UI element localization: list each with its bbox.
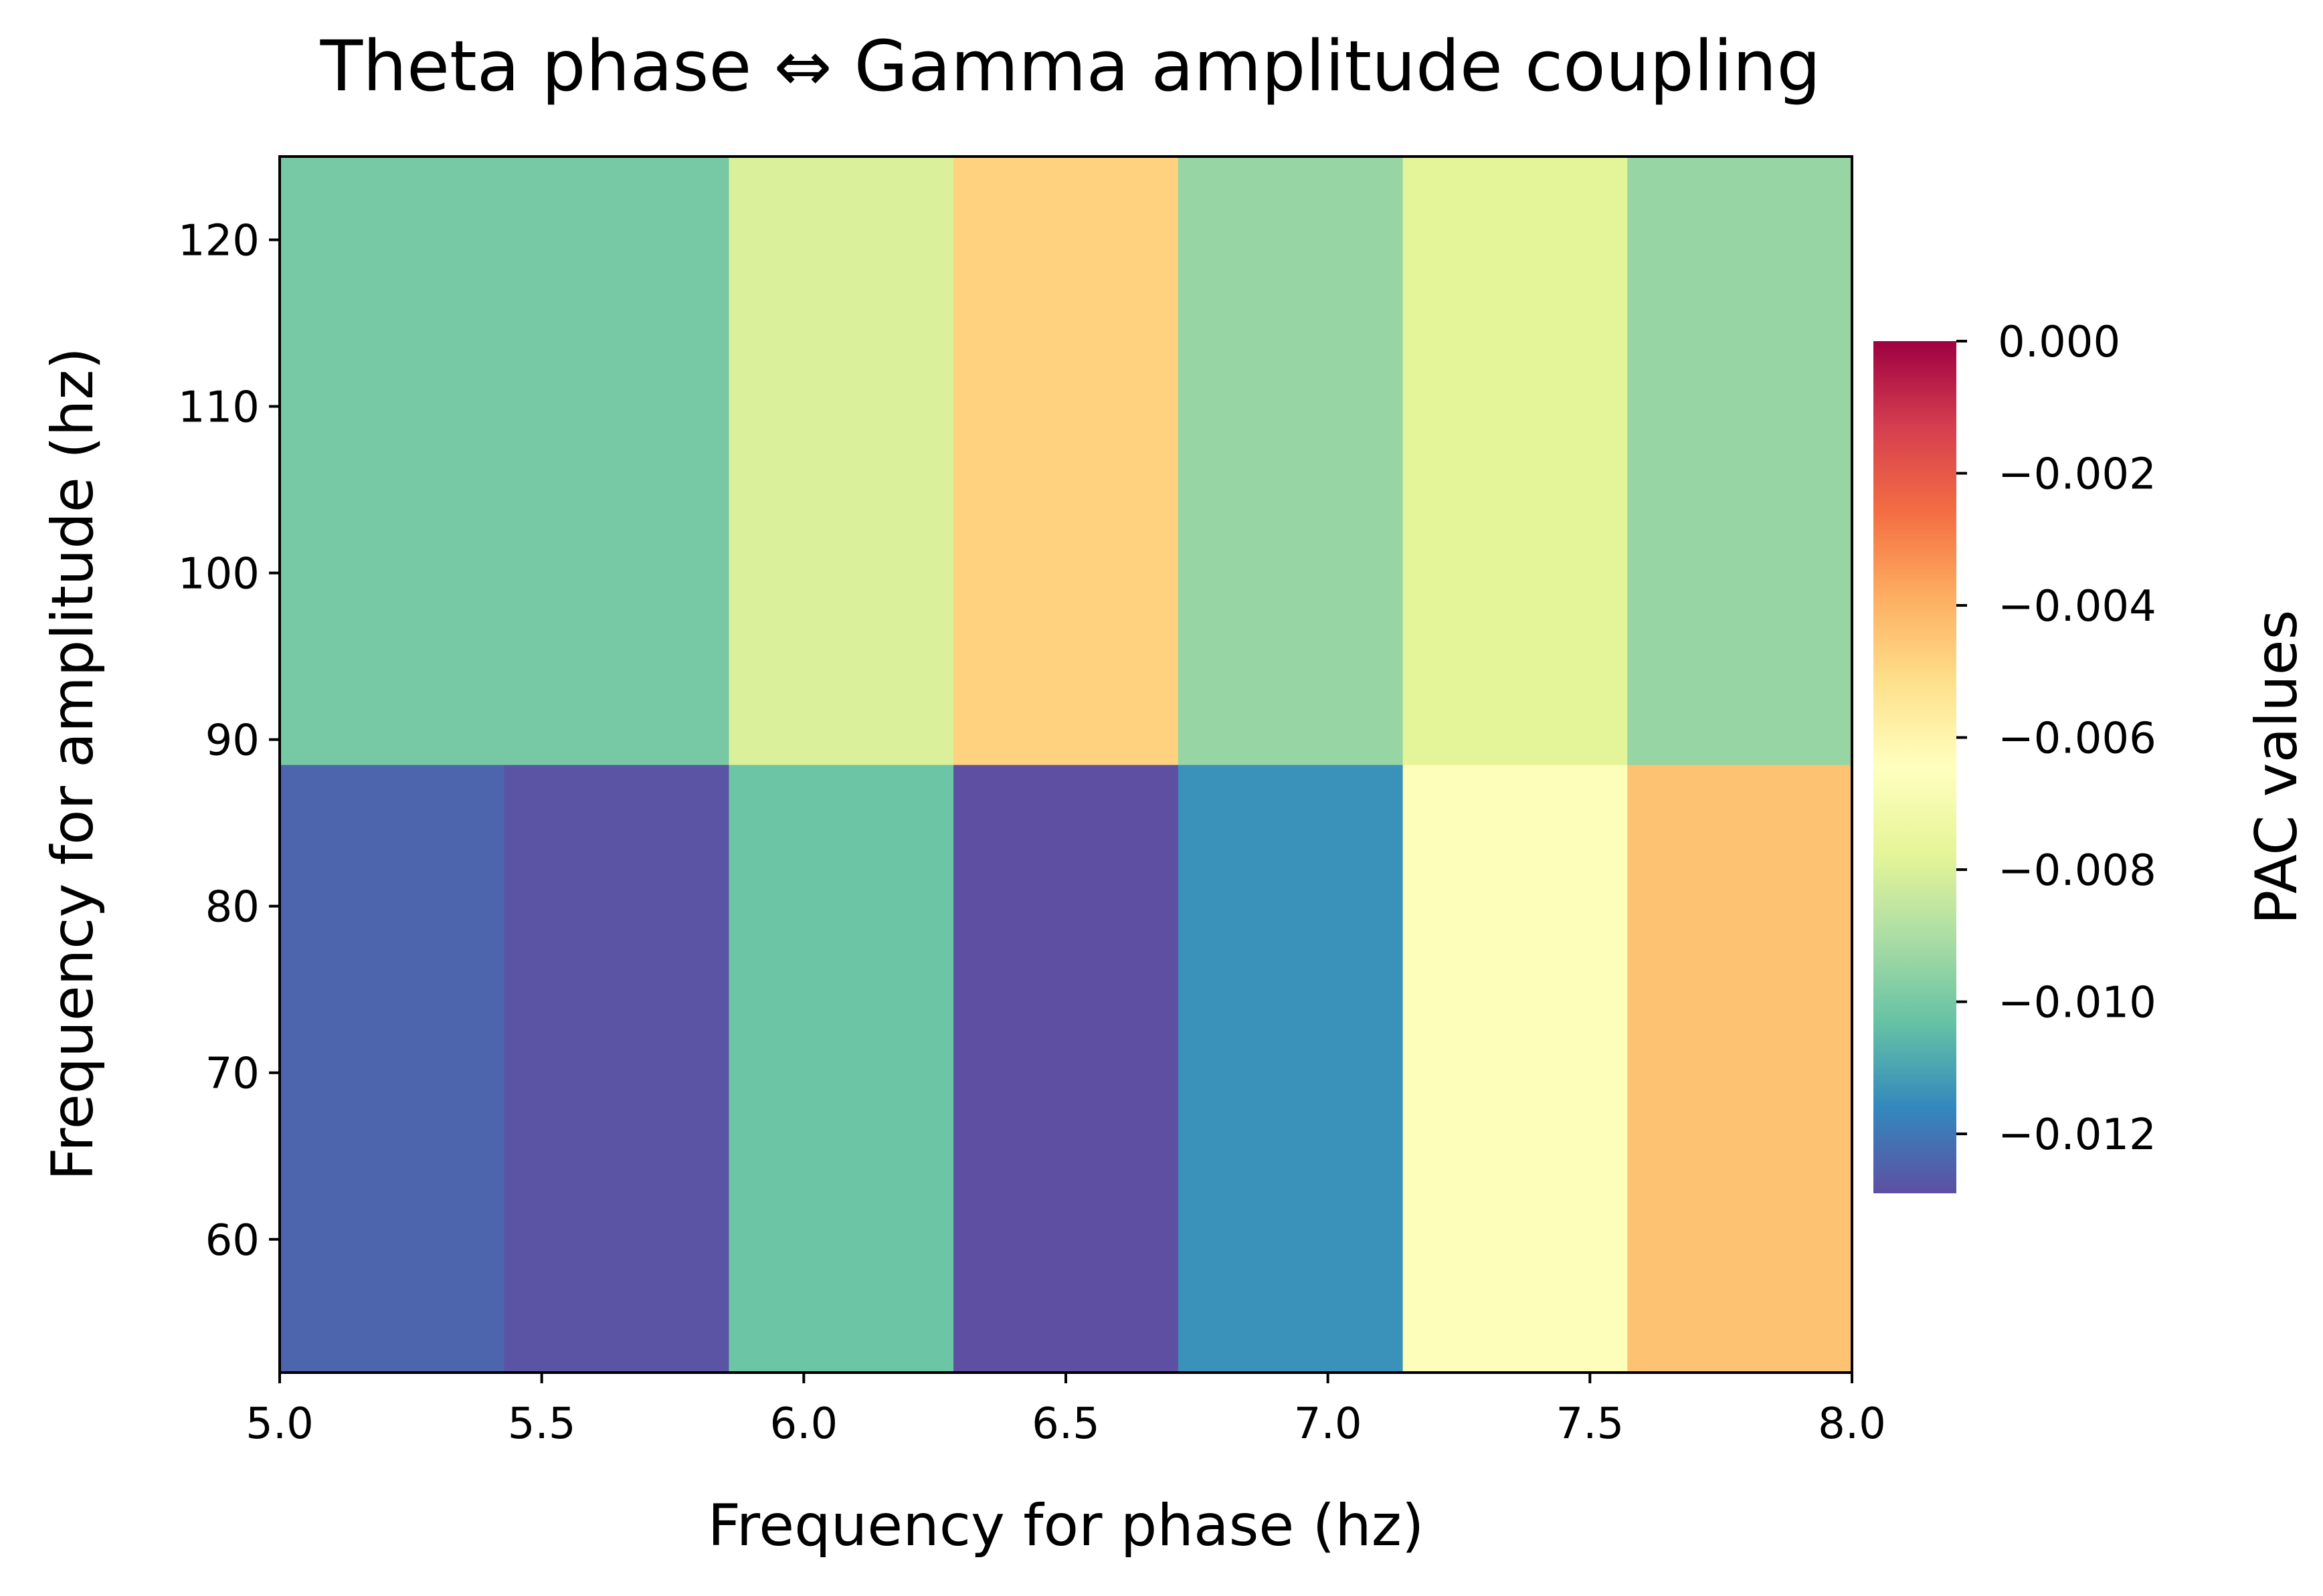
heatmap-cell [1402, 765, 1628, 1373]
colorbar-tick-label: −0.008 [1998, 846, 2156, 896]
heatmap-cell [1178, 157, 1404, 765]
heatmap-cell [953, 765, 1179, 1373]
heatmap-cell [280, 765, 505, 1373]
chart-title: Theta phase ⇔ Gamma amplitude coupling [320, 25, 1821, 107]
y-tick-label: 100 [178, 550, 260, 599]
x-axis-label: Frequency for phase (hz) [708, 1492, 1424, 1559]
y-tick-label: 80 [205, 883, 260, 932]
y-axis-ticks: 60 70 80 90 100 110 120 [178, 217, 280, 1266]
x-tick-label: 5.0 [246, 1399, 314, 1449]
heatmap-cell [729, 765, 954, 1373]
heatmap-cell [1627, 157, 1853, 765]
x-tick-label: 5.5 [508, 1399, 576, 1449]
heatmap-cell [1402, 157, 1628, 765]
heatmap-cell [953, 157, 1179, 765]
y-tick-label: 90 [205, 716, 260, 766]
y-axis-label: Frequency for amplitude (hz) [39, 347, 106, 1181]
colorbar-tick-label: −0.012 [1998, 1110, 2156, 1160]
colorbar-tick-label: −0.004 [1998, 582, 2156, 631]
colorbar-ticks: 0.000 −0.002 −0.004 −0.006 −0.008 −0.010 −0.01… [1956, 318, 2156, 1160]
colorbar-label: PAC values [2243, 610, 2310, 925]
y-tick-label: 70 [205, 1050, 260, 1099]
x-tick-label: 6.5 [1032, 1399, 1100, 1449]
colorbar [1873, 341, 1956, 1193]
heatmap-cell [1627, 765, 1853, 1373]
colorbar-tick-label: −0.010 [1998, 979, 2156, 1028]
x-tick-label: 6.0 [769, 1399, 838, 1449]
x-tick-label: 7.5 [1556, 1399, 1624, 1449]
x-tick-label: 8.0 [1818, 1399, 1886, 1449]
x-axis-ticks: 5.0 5.5 6.0 6.5 7.0 7.5 8.0 [246, 1373, 1886, 1449]
colorbar-tick-label: 0.000 [1998, 318, 2120, 367]
y-tick-label: 120 [178, 217, 260, 266]
heatmap-cell [729, 157, 954, 765]
heatmap-cell [1178, 765, 1404, 1373]
heatmap-cells [280, 157, 1853, 1373]
heatmap-cell [504, 157, 729, 765]
y-tick-label: 110 [178, 383, 260, 433]
x-tick-label: 7.0 [1294, 1399, 1362, 1449]
y-tick-label: 60 [205, 1216, 260, 1266]
colorbar-tick-label: −0.006 [1998, 714, 2156, 764]
heatmap-cell [280, 157, 505, 765]
colorbar-tick-label: −0.002 [1998, 450, 2156, 500]
heatmap-cell [504, 765, 729, 1373]
